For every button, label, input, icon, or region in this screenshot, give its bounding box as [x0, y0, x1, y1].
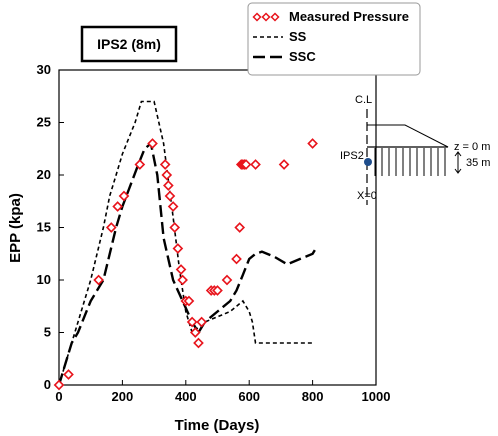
sketch-sensor-label: IPS2	[340, 150, 364, 162]
sketch-sensor-dot	[364, 158, 372, 166]
x-axis-label: Time (Days)	[175, 417, 260, 434]
measured-pressure-point	[105, 222, 117, 233]
legend-label-ssc: SSC	[289, 49, 316, 64]
measured-pressure-point	[196, 316, 207, 328]
x-tick-label: 200	[112, 389, 134, 404]
measured-pressure-point	[161, 169, 173, 181]
y-tick-label: 20	[37, 167, 51, 182]
title-frame	[80, 25, 178, 63]
measured-pressure-point	[164, 190, 176, 202]
measured-pressure-point	[53, 379, 65, 391]
measured-pressure-point	[240, 159, 252, 170]
legend-marker-diamond	[252, 12, 262, 22]
measured-pressure-point	[221, 274, 233, 286]
legend-label-ss: SS	[289, 29, 307, 44]
measured-pressure-point	[177, 274, 188, 286]
measured-pressure-point	[307, 138, 318, 149]
legend-marker-diamond	[270, 12, 280, 22]
chart-title-box: IPS2 (8m)	[80, 25, 178, 63]
x-tick-label: 600	[238, 389, 260, 404]
measured-pressure-point	[134, 159, 146, 170]
measured-pressure-point	[169, 222, 181, 233]
y-tick-label: 10	[37, 272, 51, 287]
measured-pressure-point	[234, 222, 246, 233]
sketch-depth-arrow-bottom	[454, 168, 462, 174]
y-tick-label: 0	[44, 377, 51, 392]
axis-ticks: 0 200 400 600 800 1000 0 5 10 15 20 25 30	[37, 62, 391, 404]
measured-pressure-point	[93, 274, 104, 286]
inset-sketch: C.L IPS2 X=0 z = 0 m 35 m	[340, 94, 490, 205]
measured-pressure-point	[250, 159, 261, 170]
sketch-x0-label: X=0	[357, 190, 377, 202]
legend: Measured Pressure SS SSC	[247, 2, 421, 76]
measured-pressure-point	[147, 138, 158, 149]
measured-pressure-point	[231, 253, 242, 265]
measured-pressure-point	[159, 159, 171, 170]
measured-pressure-point	[175, 264, 187, 275]
y-tick-label: 5	[44, 325, 51, 340]
measured-pressure-point	[212, 285, 223, 296]
measured-pressure-point	[112, 201, 123, 212]
x-tick-label: 1000	[362, 389, 391, 404]
measured-pressure-point	[63, 369, 74, 380]
legend-items: Measured Pressure SS SSC	[252, 9, 409, 64]
measured-pressure-point	[189, 327, 201, 338]
sketch-embankment	[367, 124, 449, 148]
legend-marker-diamond	[261, 12, 271, 22]
measured-pressure-point	[186, 316, 198, 328]
legend-frame	[247, 2, 421, 76]
sketch-drains	[374, 148, 446, 176]
measured-pressure-point	[183, 295, 195, 307]
measured-pressure-point	[163, 180, 174, 191]
sketch-depth-label: 35 m	[466, 157, 490, 169]
y-tick-label: 30	[37, 62, 51, 77]
measured-pressure-point	[193, 337, 204, 349]
y-tick-label: 15	[37, 220, 51, 235]
measured-pressure-point	[172, 243, 184, 254]
measured-pressure-point	[118, 190, 130, 202]
y-tick-label: 25	[37, 115, 51, 130]
legend-label-measured-pressure: Measured Pressure	[289, 9, 409, 24]
x-tick-label: 400	[175, 389, 197, 404]
series-line-ssc	[57, 141, 317, 386]
y-axis-label: EPP (kpa)	[7, 193, 24, 263]
sketch-cl-label: C.L	[355, 94, 372, 106]
series-line-ss	[58, 100, 313, 386]
sketch-z-label: z = 0 m	[454, 141, 490, 153]
measured-pressure-point	[167, 201, 179, 212]
x-tick-label: 0	[55, 389, 62, 404]
x-tick-label: 800	[302, 389, 324, 404]
measured-pressure-point	[278, 159, 290, 170]
sketch-depth-arrow-top	[454, 151, 462, 157]
chart-title: IPS2 (8m)	[97, 36, 161, 52]
series-layer	[53, 100, 318, 391]
